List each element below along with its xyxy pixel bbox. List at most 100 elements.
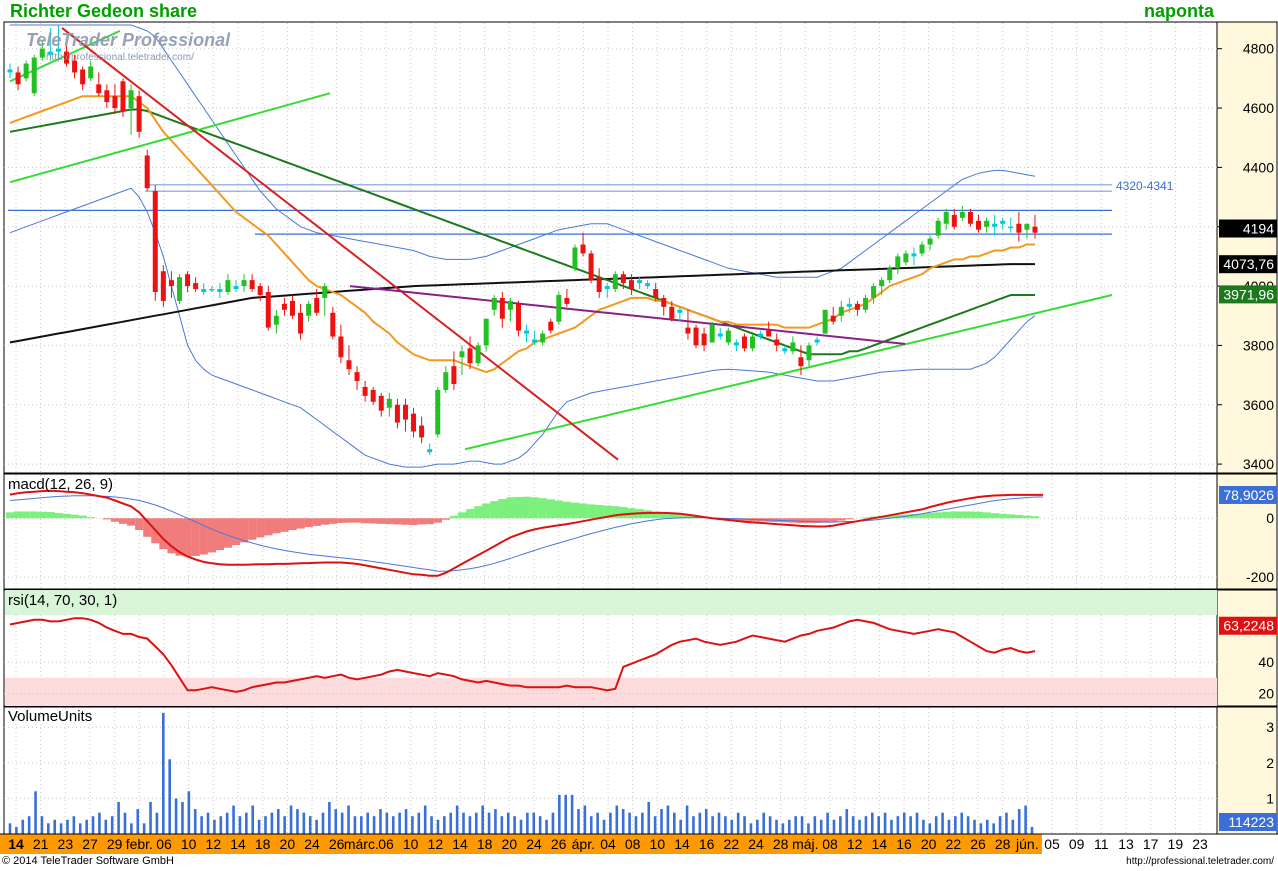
candle-body [838, 306, 844, 316]
macd-histogram-bar [425, 518, 434, 525]
candle-body [370, 389, 376, 402]
candle-body [620, 274, 626, 284]
macd-histogram-bar [304, 518, 313, 528]
volume-bar [756, 819, 759, 834]
macd-histogram-bar [385, 518, 394, 525]
volume-bar [104, 819, 108, 834]
volume-bar [609, 812, 612, 834]
macd-histogram-bar [361, 518, 370, 524]
volume-bar [947, 819, 951, 834]
macd-histogram-bar [449, 515, 459, 519]
volume-bar [1017, 809, 1021, 834]
y-tick-label: 40 [1258, 654, 1274, 670]
macd-histogram-bar [1006, 514, 1015, 519]
footer-url[interactable]: http://professional.teletrader.com/ [1126, 856, 1274, 867]
macd-histogram-bar [950, 511, 959, 519]
volume-bar [960, 812, 964, 834]
candle-body [548, 321, 554, 331]
x-tick-label: 14 [8, 836, 24, 852]
rsi-last-label-box [1219, 616, 1277, 635]
volume-bar [775, 819, 778, 834]
candle-body [693, 327, 699, 346]
candle-body [233, 286, 239, 290]
volume-bar [954, 816, 957, 834]
candle-body [524, 330, 530, 334]
volume-bar [257, 819, 261, 834]
candle-body [176, 277, 182, 301]
volume-bar [487, 812, 491, 834]
candle-body [1032, 226, 1038, 233]
macd-histogram-bar [143, 518, 152, 537]
candle-body [160, 271, 166, 301]
x-tick-label: 22 [946, 836, 962, 852]
volume-bar [909, 816, 912, 834]
x-tick-label: 13 [1118, 836, 1134, 852]
y-tick-label: 1 [1266, 790, 1274, 806]
volume-bar [98, 812, 101, 834]
volume-bar [481, 805, 484, 834]
volume-bar [302, 812, 306, 834]
candle-body [55, 48, 61, 52]
y-tick-label: 3800 [1243, 337, 1274, 353]
x-tick-label: 23 [58, 836, 74, 852]
macd-histogram-bar [958, 511, 967, 519]
volume-last-label-box [1219, 813, 1277, 831]
volume-bar [711, 816, 714, 834]
macd-histogram-bar [498, 499, 507, 519]
trend-line-green [9, 92, 331, 184]
volume-bar [245, 812, 248, 834]
macd-histogram-bar [466, 509, 475, 519]
volume-bar [832, 819, 836, 834]
candle-body [386, 398, 392, 408]
candle-body [298, 312, 304, 334]
x-tick-label: 23 [1192, 836, 1208, 852]
y-tick-label: 4400 [1243, 159, 1274, 175]
macd-histogram-bar [118, 518, 128, 524]
candle-body [976, 220, 982, 230]
candle-body [637, 280, 643, 284]
macd-histogram-bar [320, 518, 329, 525]
macd-histogram-bar [240, 518, 249, 543]
volume-bar [596, 812, 599, 834]
candle-body [354, 372, 360, 382]
volume-bar [979, 823, 983, 834]
candle-body [701, 333, 707, 346]
candle-body [435, 389, 441, 435]
x-tick-label: 10 [650, 836, 666, 852]
period-label[interactable]: naponta [1144, 1, 1214, 21]
volume-bar [666, 805, 670, 834]
ma-mid-line [9, 108, 1035, 356]
volume-bar [570, 794, 574, 834]
volume-bar [673, 812, 676, 834]
candle-body [1016, 223, 1022, 233]
volume-bar [641, 812, 644, 834]
candle-body [604, 286, 610, 290]
macd-histogram-bar [538, 498, 547, 519]
candle-body [7, 69, 13, 73]
volume-bar [308, 816, 312, 834]
candle-body [88, 66, 94, 79]
volume-bar [858, 819, 861, 834]
volume-bar [59, 823, 63, 834]
volume-bar [391, 816, 395, 834]
volume-bar [749, 823, 753, 834]
candle-body [628, 280, 634, 290]
y-tick-label: 4600 [1243, 100, 1274, 116]
macd-histogram-bar [312, 518, 321, 526]
macd-histogram-bar [530, 497, 539, 519]
candle-body [193, 283, 199, 290]
candle-body [806, 345, 812, 361]
candle-body [774, 339, 780, 346]
candle-body [927, 238, 933, 245]
y-tick-label: 20 [1258, 685, 1274, 701]
volume-bar [941, 812, 944, 834]
candle-body [451, 366, 457, 384]
volume-bar [193, 809, 197, 834]
y-tick-label: 2 [1266, 755, 1274, 771]
volume-bar [162, 713, 165, 834]
x-tick-label: 22 [724, 836, 740, 852]
volume-bar [500, 816, 504, 834]
volume-bar [213, 819, 216, 834]
volume-bar [372, 816, 376, 834]
candle-body [15, 72, 21, 85]
